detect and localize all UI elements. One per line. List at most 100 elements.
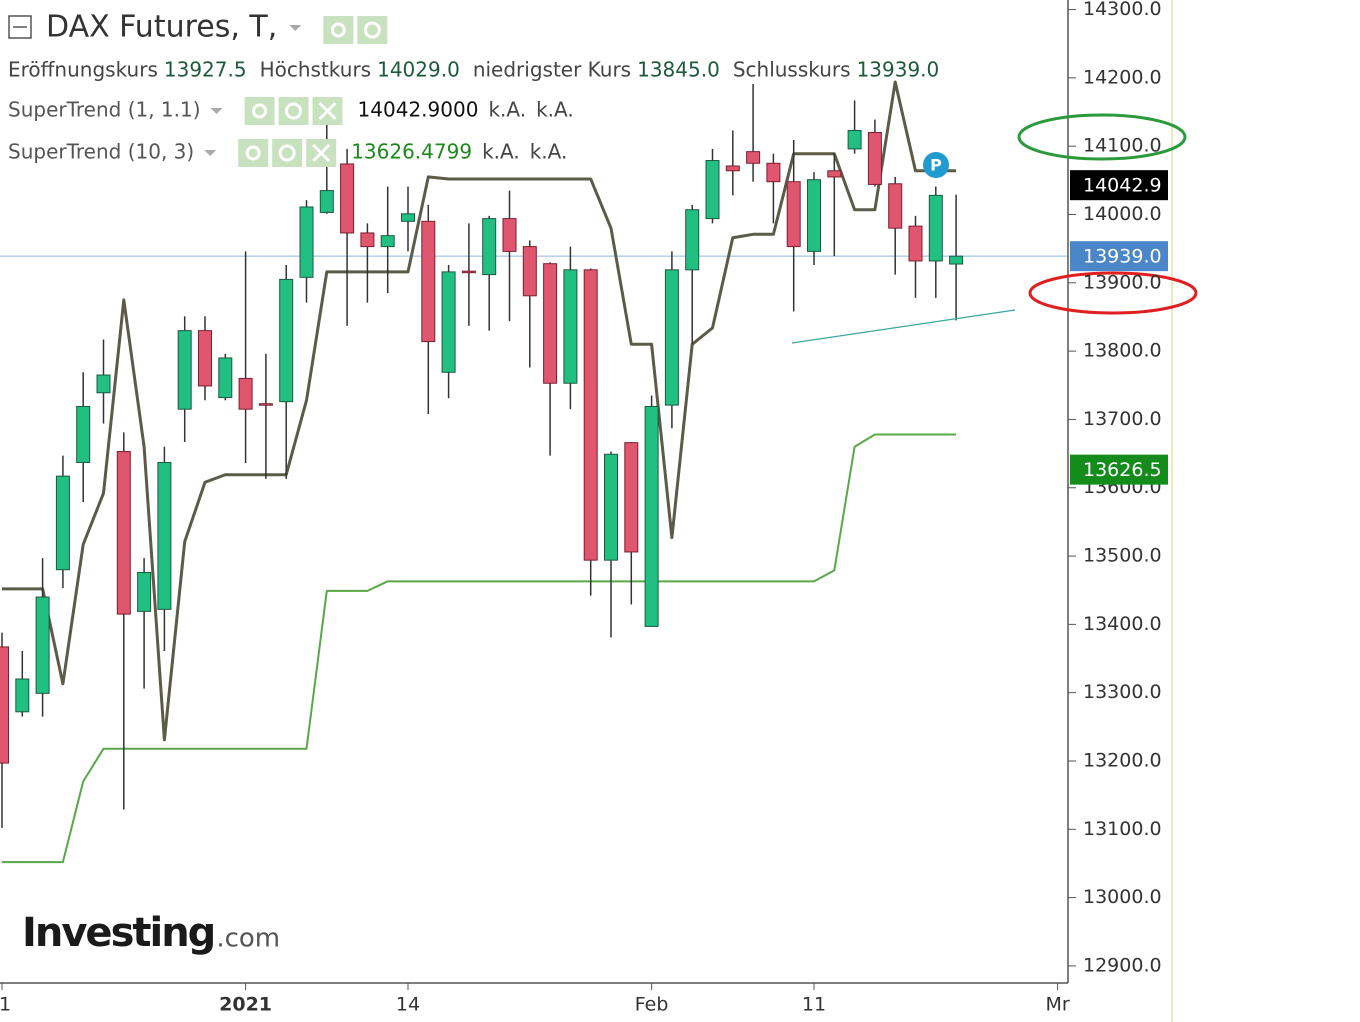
x-tick-label: 14 (396, 994, 420, 1016)
candle-body (238, 377, 253, 410)
y-tick-label: 13700.0 (1083, 408, 1162, 430)
y-tick-label: 13400.0 (1083, 613, 1162, 635)
icon-button[interactable] (244, 97, 275, 125)
legend-value: 14042.9000 (358, 98, 479, 122)
candle-body (928, 194, 943, 262)
price-label-box (1070, 454, 1168, 485)
icon-button[interactable] (323, 16, 354, 44)
y-tick-label: 12900.0 (1083, 954, 1162, 976)
candle-body (604, 453, 618, 561)
legend-label: Höchstkurs (260, 58, 372, 82)
x-tick-label: 2021 (219, 994, 272, 1016)
candle-body (319, 190, 334, 213)
y-tick-label: 14100.0 (1083, 135, 1162, 157)
icon-glyph (245, 145, 261, 161)
candle-body (502, 218, 517, 252)
x-tick-label: 1 (0, 994, 11, 1016)
candle-body (441, 271, 456, 373)
legend-value: 14029.0 (377, 58, 460, 82)
chart-title: DAX Futures, T, (46, 10, 277, 45)
price-label-box (1070, 170, 1168, 201)
candle-body (482, 218, 497, 276)
candle-body (807, 179, 821, 252)
candle-body (55, 475, 70, 571)
candle-body (725, 165, 740, 172)
candle-body (35, 596, 50, 694)
trend-line (791, 309, 1016, 344)
icon-button[interactable] (238, 139, 269, 167)
legend-status: k.A. (488, 98, 526, 122)
candle-body (847, 129, 862, 150)
icon-glyph (312, 143, 331, 163)
y-tick-label: 13100.0 (1083, 818, 1162, 840)
candle-body (766, 162, 781, 183)
candle-body (563, 269, 578, 384)
price-label-box (1070, 241, 1168, 272)
legend-label: SuperTrend (1, 1.1) (8, 98, 201, 122)
y-tick-label: 14000.0 (1083, 203, 1162, 225)
icon-glyph (330, 22, 346, 38)
icon-glyph (252, 103, 268, 119)
x-tick-label: Feb (635, 994, 669, 1016)
candle-body (279, 278, 294, 403)
candle-body (157, 461, 172, 610)
y-tick-label: 13300.0 (1083, 681, 1162, 703)
candle-body (76, 405, 91, 463)
dropdown-caret (289, 25, 302, 31)
candle-body (0, 646, 9, 764)
x-tick-label: Mr (1045, 994, 1069, 1016)
collapse-icon[interactable] (8, 15, 32, 39)
legend-status: k.A. (536, 98, 574, 122)
icon-button[interactable] (357, 16, 388, 44)
candle-body (380, 235, 395, 248)
candle-body (583, 269, 598, 561)
y-tick-label: 14300.0 (1083, 0, 1162, 20)
badge-text: P (930, 156, 942, 175)
dropdown-caret (204, 150, 217, 156)
candle-body (664, 269, 679, 406)
candle-body (401, 213, 415, 222)
candle-body (96, 374, 111, 394)
legend-value: 13927.5 (164, 58, 247, 82)
candle-body (949, 255, 964, 265)
legend-label: niedrigster Kurs (473, 58, 631, 82)
icon-button[interactable] (278, 97, 309, 125)
dropdown-caret (210, 108, 223, 114)
candle-body (786, 181, 801, 248)
legend-label: SuperTrend (10, 3) (8, 140, 194, 164)
icon-glyph (318, 101, 337, 121)
y-tick-label: 13200.0 (1083, 749, 1162, 771)
legend-label: Eröffnungskurs (8, 58, 158, 82)
candle-body (624, 442, 639, 553)
candle-body (827, 170, 842, 178)
watermark: Investing (22, 910, 214, 956)
supertrend-line (2, 80, 957, 742)
watermark-suffix: .com (216, 924, 280, 954)
supertrend-line (2, 433, 957, 864)
candle-body (522, 246, 537, 297)
candle-body (685, 209, 700, 271)
candle-body (177, 330, 192, 410)
icon-button[interactable] (272, 139, 303, 167)
plot-area (0, 80, 1068, 864)
candle-body (746, 151, 761, 164)
x-tick-label: 11 (802, 994, 826, 1016)
y-tick-label: 14200.0 (1083, 66, 1162, 88)
y-tick-label: 13800.0 (1083, 340, 1162, 362)
legend-label: Schlusskurs (733, 58, 851, 82)
candle-body (705, 160, 720, 220)
candle-body (340, 163, 355, 234)
legend-status: k.A. (482, 140, 520, 164)
header: Eröffnungskurs 13927.5 Höchstkurs 14029.0 ni… (8, 16, 939, 167)
candle-body (15, 678, 30, 713)
icon-glyph (278, 144, 296, 162)
legend-value: 13845.0 (637, 58, 720, 82)
candle-body (299, 206, 314, 278)
candle-body (198, 330, 212, 387)
candle-body (867, 132, 882, 185)
price-label: 14042.9 (1083, 175, 1162, 197)
candle-body (258, 403, 273, 406)
candle-body (543, 263, 558, 384)
y-tick-label: 13500.0 (1083, 545, 1162, 567)
